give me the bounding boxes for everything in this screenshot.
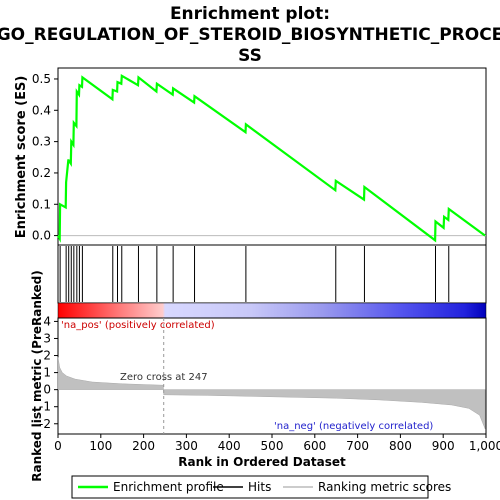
- rank-color-bar: [57, 302, 487, 319]
- es-y-tick-label: 0.1: [32, 197, 51, 211]
- hit-marks: [59, 246, 450, 302]
- metric-y-ticks: 4 3 2 1 0 -1 -2: [39, 314, 58, 431]
- x-tick-label: 0: [54, 439, 62, 453]
- es-y-axis-label: Enrichment score (ES): [14, 76, 29, 239]
- x-axis-label: Rank in Ordered Dataset: [178, 455, 346, 469]
- es-y-tick-label: 0.2: [32, 166, 51, 180]
- legend: Enrichment profile Hits Ranking metric sco…: [78, 480, 451, 494]
- es-y-tick-label: 0.3: [32, 135, 51, 149]
- x-tick-label: 200: [132, 439, 155, 453]
- x-tick-label: 1,000: [469, 439, 500, 453]
- legend-enrichment-profile-label: Enrichment profile: [113, 480, 224, 494]
- negative-correlation-label: 'na_neg' (negatively correlated): [274, 421, 433, 432]
- x-tick-label: 900: [432, 439, 455, 453]
- legend-box: [71, 475, 429, 499]
- metric-y-axis-label: Ranked list metric (PreRanked): [30, 270, 44, 482]
- metric-y-tick-label: 3: [43, 331, 51, 345]
- es-y-ticks: 0.0 0.1 0.2 0.3 0.4 0.5: [32, 72, 58, 243]
- x-tick-label: 400: [218, 439, 241, 453]
- legend-hits-label: Hits: [248, 480, 271, 494]
- es-y-tick-label: 0.4: [32, 103, 51, 117]
- metric-y-tick-label: -1: [39, 400, 51, 414]
- positive-correlation-label: 'na_pos' (positively correlated): [61, 320, 215, 331]
- x-tick-label: 600: [303, 439, 326, 453]
- hits-panel-frame: [57, 244, 487, 304]
- x-tick-label: 500: [261, 439, 284, 453]
- metric-y-tick-label: 1: [43, 366, 51, 380]
- metric-y-tick-label: -2: [39, 417, 51, 431]
- enrichment-profile-line: [57, 73, 486, 243]
- ranking-metric-area: [57, 357, 486, 429]
- legend-ranking-metric-scores-label: Ranking metric scores: [318, 480, 451, 494]
- es-y-tick-label: 0.5: [32, 72, 51, 86]
- x-tick-label: 300: [175, 439, 198, 453]
- chart-title-line-2: GO_REGULATION_OF_STEROID_BIOSYNTHETIC_PR…: [0, 25, 500, 45]
- metric-y-tick-label: 2: [43, 349, 51, 363]
- metric-panel-frame: [57, 317, 487, 435]
- metric-y-tick-label: 4: [43, 314, 51, 328]
- x-ticks: 0 100 200 300 400 500 600 700 800 900 1,000: [54, 434, 500, 453]
- x-tick-label: 100: [89, 439, 112, 453]
- x-tick-label: 700: [346, 439, 369, 453]
- es-y-tick-label: 0.0: [32, 229, 51, 243]
- zero-cross-label: Zero cross at 247: [120, 372, 208, 383]
- chart-title-line-3: SS: [238, 46, 262, 66]
- x-tick-label: 800: [389, 439, 412, 453]
- es-panel-frame: [57, 67, 487, 246]
- metric-y-tick-label: 0: [43, 383, 51, 397]
- chart-title-line-1: Enrichment plot:: [170, 4, 330, 24]
